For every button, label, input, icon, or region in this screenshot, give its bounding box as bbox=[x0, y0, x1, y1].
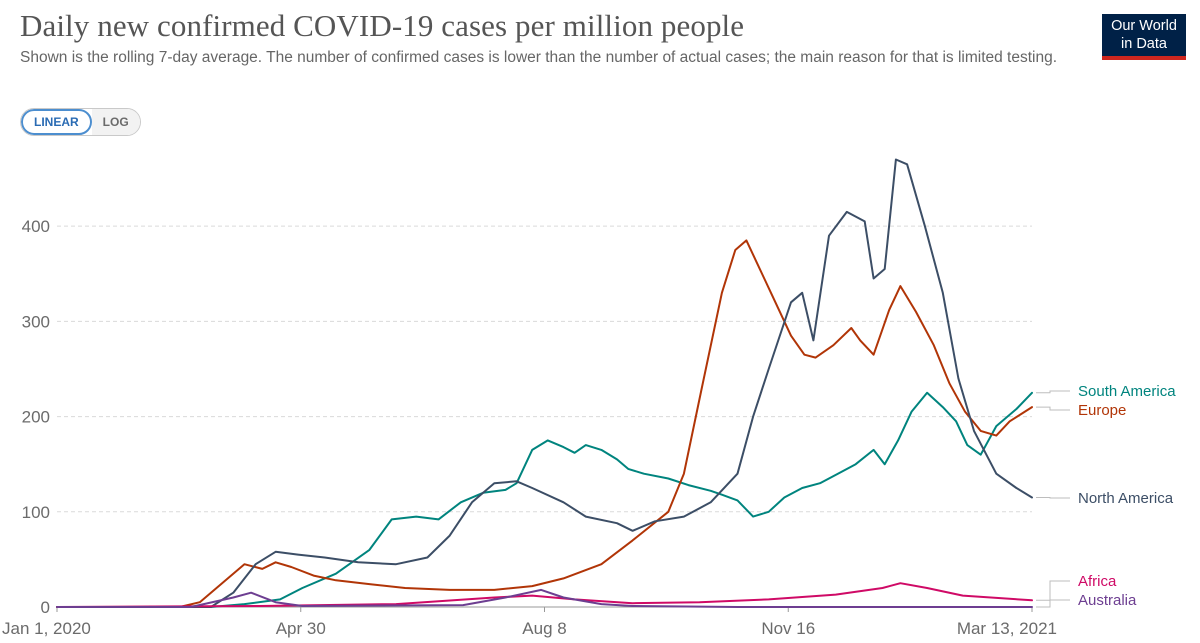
x-tick-label: Aug 8 bbox=[522, 619, 566, 638]
owid-logo[interactable]: Our World in Data bbox=[1102, 14, 1186, 60]
y-tick-label: 400 bbox=[22, 217, 50, 236]
legend-connector-south-america bbox=[1036, 390, 1070, 394]
legend: South America Europe North America Africa Au… bbox=[1036, 383, 1176, 609]
legend-label-australia[interactable]: Australia bbox=[1078, 592, 1137, 609]
x-tick-label: Nov 16 bbox=[761, 619, 815, 638]
series-line-south-america[interactable] bbox=[56, 391, 1033, 608]
y-tick-label: 300 bbox=[22, 312, 50, 331]
legend-label-africa[interactable]: Africa bbox=[1078, 573, 1117, 590]
logo-line-2: in Data bbox=[1121, 36, 1167, 52]
y-tick-label: 100 bbox=[22, 503, 50, 522]
y-tick-label: 0 bbox=[41, 598, 50, 617]
series-line-europe[interactable] bbox=[56, 239, 1033, 608]
y-axis-ticks: 0 100 200 300 400 bbox=[22, 217, 50, 617]
legend-connector-africa bbox=[1036, 580, 1070, 601]
legend-label-europe[interactable]: Europe bbox=[1078, 402, 1126, 419]
x-axis-ticks: Jan 1, 2020 Apr 30 Aug 8 Nov 16 Mar 13, 2021 bbox=[2, 607, 1057, 638]
x-tick-label: Apr 30 bbox=[276, 619, 326, 638]
legend-connector-australia bbox=[1036, 599, 1070, 608]
legend-connector-europe bbox=[1036, 406, 1070, 411]
x-tick-label: Mar 13, 2021 bbox=[957, 619, 1057, 638]
series-line-australia[interactable] bbox=[56, 588, 1033, 608]
legend-label-north-america[interactable]: North America bbox=[1078, 490, 1174, 507]
linear-scale-button[interactable]: LINEAR bbox=[21, 109, 92, 135]
log-scale-button[interactable]: LOG bbox=[91, 109, 140, 135]
chart-title: Daily new confirmed COVID-19 cases per m… bbox=[20, 8, 745, 43]
chart-subtitle: Shown is the rolling 7-day average. The … bbox=[20, 49, 1058, 66]
y-tick-label: 200 bbox=[22, 408, 50, 427]
scale-toggle: LINEAR LOG bbox=[20, 108, 141, 136]
legend-label-south-america[interactable]: South America bbox=[1078, 383, 1176, 400]
logo-line-1: Our World bbox=[1111, 18, 1177, 34]
legend-connector-north-america bbox=[1036, 497, 1070, 499]
x-tick-label: Jan 1, 2020 bbox=[2, 619, 91, 638]
series-line-africa[interactable] bbox=[56, 582, 1033, 608]
series-lines bbox=[56, 158, 1033, 608]
series-line-north-america[interactable] bbox=[56, 158, 1033, 608]
gridlines bbox=[57, 225, 1032, 608]
